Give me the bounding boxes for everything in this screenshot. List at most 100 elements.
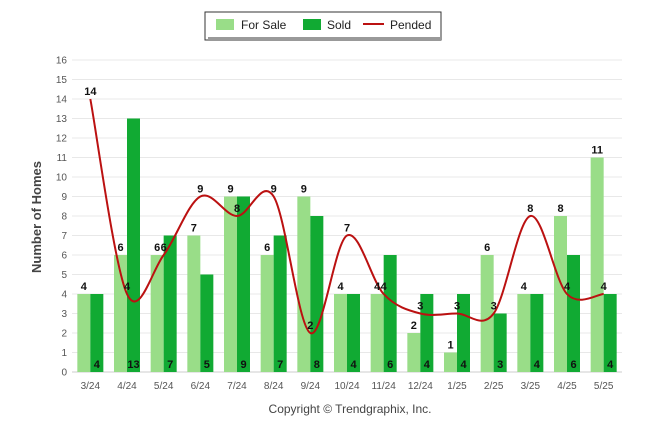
- x-tick-label: 7/24: [227, 381, 247, 392]
- legend-label-sold: Sold: [327, 18, 351, 32]
- y-tick-label: 6: [61, 251, 67, 262]
- data-label-sold: 4: [424, 359, 431, 371]
- bar-for-sale: [407, 333, 421, 372]
- x-tick-label: 4/25: [557, 381, 577, 392]
- data-label-for-sale: 6: [117, 242, 123, 254]
- x-axis-ticks: 3/24 4/24 5/24 6/24 7/24 8/24 9/24 10/24 11/24 12…: [81, 381, 614, 392]
- data-label-pended: 9: [271, 184, 277, 196]
- copyright-footer: Copyright © Trendgraphix, Inc.: [269, 402, 432, 416]
- bar-for-sale: [187, 235, 201, 372]
- bar-for-sale: [480, 255, 494, 372]
- legend: For Sale Sold Pended: [204, 11, 442, 41]
- data-label-for-sale: 6: [154, 242, 160, 254]
- y-tick-label: 14: [56, 95, 68, 106]
- data-label-pended: 14: [84, 86, 97, 98]
- bar-sold: [383, 255, 397, 372]
- data-label-pended: 4: [124, 281, 131, 293]
- bar-sold: [310, 216, 324, 372]
- data-label-for-sale: 4: [81, 281, 88, 293]
- x-tick-label: 12/24: [408, 381, 433, 392]
- bar-sold: [493, 313, 507, 372]
- x-tick-label: 6/24: [191, 381, 211, 392]
- data-label-pended: 4: [381, 281, 388, 293]
- pended-line-layer: [89, 98, 604, 335]
- data-label-sold: 5: [204, 359, 210, 371]
- data-labels: 4461367759967984446241463448611414469892…: [81, 86, 614, 371]
- data-label-for-sale: 7: [191, 223, 197, 235]
- x-tick-label: 5/25: [594, 381, 614, 392]
- bar-for-sale: [297, 196, 311, 372]
- bar-sold: [347, 294, 360, 372]
- bar-sold: [90, 294, 104, 372]
- y-tick-label: 0: [61, 368, 67, 379]
- legend-label-pended: Pended: [390, 18, 431, 32]
- y-tick-label: 10: [56, 173, 68, 184]
- data-label-for-sale: 6: [264, 242, 270, 254]
- bar-for-sale: [150, 255, 164, 372]
- data-label-sold: 4: [534, 359, 541, 371]
- x-tick-label: 4/24: [117, 381, 137, 392]
- x-tick-label: 8/24: [264, 381, 284, 392]
- data-label-pended: 3: [491, 301, 497, 313]
- data-label-for-sale: 9: [227, 184, 233, 196]
- bar-sold: [163, 235, 177, 372]
- legend-swatch-sold: [303, 19, 321, 30]
- bar-for-sale: [554, 216, 567, 372]
- x-tick-label: 3/25: [521, 381, 541, 392]
- data-label-for-sale: 4: [374, 281, 381, 293]
- legend-shadow: [208, 37, 441, 40]
- data-label-for-sale: 6: [484, 242, 490, 254]
- data-label-sold: 8: [314, 359, 320, 371]
- x-tick-label: 1/25: [447, 381, 467, 392]
- data-label-sold: 4: [94, 359, 101, 371]
- y-tick-label: 13: [56, 114, 68, 125]
- legend-box: [204, 11, 442, 41]
- bar-sold: [237, 196, 250, 372]
- y-tick-label: 5: [61, 270, 67, 281]
- data-label-sold: 7: [167, 359, 173, 371]
- data-label-pended: 9: [197, 184, 203, 196]
- pended-line: [89, 98, 604, 335]
- data-label-sold: 7: [277, 359, 283, 371]
- data-label-for-sale: 9: [301, 184, 307, 196]
- data-label-sold: 13: [127, 359, 139, 371]
- bar-sold: [127, 118, 140, 372]
- bar-for-sale: [517, 294, 531, 372]
- bar-for-sale: [444, 352, 457, 372]
- bar-sold: [530, 294, 544, 372]
- data-label-pended: 7: [344, 223, 350, 235]
- data-label-pended: 8: [234, 203, 240, 215]
- y-tick-label: 16: [56, 56, 68, 67]
- y-tick-label: 4: [61, 290, 67, 301]
- data-label-sold: 4: [460, 359, 467, 371]
- data-label-sold: 4: [350, 359, 357, 371]
- data-label-for-sale: 4: [521, 281, 528, 293]
- y-axis-label: Number of Homes: [29, 161, 44, 273]
- data-label-pended: 8: [527, 203, 533, 215]
- data-label-for-sale: 1: [447, 340, 453, 352]
- data-label-for-sale: 2: [411, 320, 417, 332]
- bar-sold: [567, 255, 580, 372]
- data-label-sold: 4: [607, 359, 614, 371]
- x-tick-label: 9/24: [301, 381, 321, 392]
- bar-for-sale: [77, 294, 91, 372]
- bar-sold: [603, 294, 617, 372]
- data-label-pended: 6: [161, 242, 167, 254]
- data-label-for-sale: 11: [591, 145, 603, 157]
- bar-sold: [273, 235, 287, 372]
- data-label-for-sale: 4: [337, 281, 344, 293]
- data-label-for-sale: 8: [557, 203, 563, 215]
- y-tick-label: 8: [61, 212, 67, 223]
- x-tick-label: 2/25: [484, 381, 504, 392]
- bar-for-sale: [224, 196, 237, 372]
- y-tick-label: 11: [57, 153, 68, 164]
- x-tick-label: 3/24: [81, 381, 101, 392]
- data-label-pended: 4: [601, 281, 608, 293]
- bar-for-sale: [260, 255, 274, 372]
- y-tick-label: 7: [61, 231, 67, 242]
- y-tick-label: 1: [61, 348, 67, 359]
- bar-for-sale: [370, 294, 384, 372]
- bar-sold: [200, 274, 214, 372]
